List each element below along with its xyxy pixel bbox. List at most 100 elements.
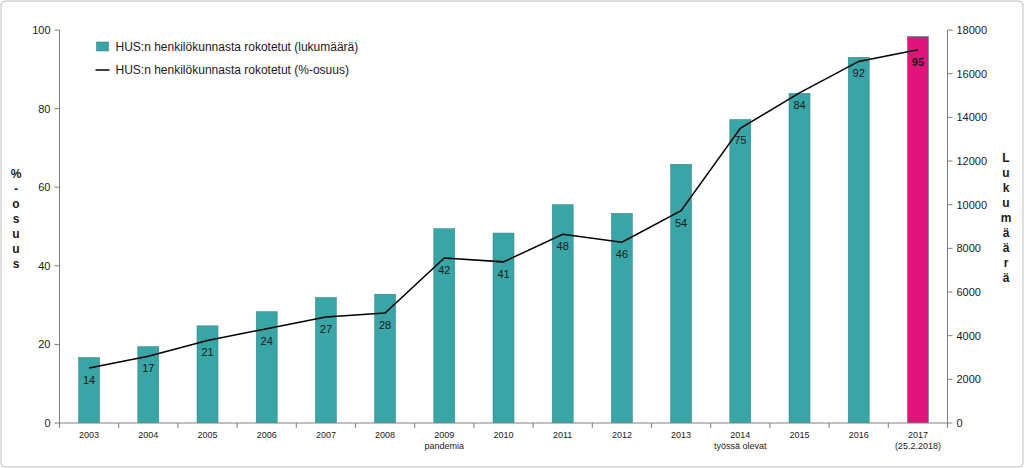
data-label: 14 <box>83 374 95 386</box>
y2-axis-title-char: k <box>1003 181 1010 195</box>
y2-tick-label: 2000 <box>957 373 981 385</box>
x-tick-divider <box>118 423 119 428</box>
y2-tick-label: 4000 <box>957 330 981 342</box>
x-tick-label-line: 2017 <box>908 430 928 440</box>
x-tick-label-line: (25.2.2018) <box>895 441 941 451</box>
x-tick-divider <box>651 423 652 428</box>
x-tick-divider <box>414 423 415 428</box>
y2-tick <box>948 204 953 205</box>
legend-swatch <box>96 69 110 71</box>
x-tick-label-line: 2007 <box>316 430 336 440</box>
y-axis-title-char: s <box>13 212 20 226</box>
x-tick-divider <box>177 423 178 428</box>
x-tick-label-line: 2016 <box>849 430 869 440</box>
x-tick-label: 2015 <box>789 430 809 440</box>
x-tick-label: 2005 <box>197 430 217 440</box>
x-tick-label-line: 2008 <box>375 430 395 440</box>
x-tick-divider <box>592 423 593 428</box>
data-label: 46 <box>616 248 628 260</box>
data-label: 41 <box>497 268 509 280</box>
y2-axis-title-char: m <box>1001 211 1012 225</box>
data-label: 75 <box>734 134 746 146</box>
y-axis <box>59 30 60 423</box>
x-tick-divider <box>769 423 770 428</box>
y2-tick <box>948 379 953 380</box>
x-tick-label-line: 2004 <box>138 430 158 440</box>
x-tick-label-line: 2006 <box>257 430 277 440</box>
y-tick-label: 60 <box>38 181 50 193</box>
y-tick-label: 0 <box>44 417 50 429</box>
legend-label: HUS:n henkilökunnasta rokotetut (lukumää… <box>116 40 359 54</box>
y-tick <box>55 30 60 31</box>
x-tick-label: 2003 <box>79 430 99 440</box>
y2-tick <box>948 335 953 336</box>
x-tick-label-line: 2014 <box>730 430 750 440</box>
y-tick <box>55 108 60 109</box>
x-tick-label-line: 2011 <box>553 430 572 440</box>
data-label: 95 <box>912 56 924 68</box>
data-label: 27 <box>320 323 332 335</box>
x-tick-label-line: 2005 <box>197 430 217 440</box>
y2-axis-title-char: L <box>1002 151 1009 165</box>
data-label: 17 <box>142 362 154 374</box>
plot-area <box>79 37 929 423</box>
y2-axis-title-char: ä <box>1003 241 1010 255</box>
data-label: 54 <box>675 217 687 229</box>
data-label: 42 <box>438 264 450 276</box>
x-tick-label-line: 2013 <box>671 430 691 440</box>
x-tick-label: 2007 <box>316 430 336 440</box>
x-tick-label: 2004 <box>138 430 158 440</box>
y2-tick-label: 0 <box>957 417 963 429</box>
y-tick-label: 100 <box>32 24 50 36</box>
x-tick-divider <box>533 423 534 428</box>
x-tick-divider <box>296 423 297 428</box>
frame <box>1 1 1023 467</box>
y2-tick <box>948 30 953 31</box>
legend: HUS:n henkilökunnasta rokotetut (lukumää… <box>96 40 359 77</box>
y2-axis-title-char: ä <box>1003 271 1010 285</box>
x-tick-divider <box>237 423 238 428</box>
x-tick-label: 2008 <box>375 430 395 440</box>
y2-tick-label: 16000 <box>957 68 988 80</box>
y-tick <box>55 265 60 266</box>
y2-axis-title-char: ä <box>1003 226 1010 240</box>
x-tick-label-line: työssä olevat <box>714 441 767 451</box>
bar <box>611 213 632 423</box>
bar <box>848 57 869 423</box>
x-tick-label: 2013 <box>671 430 691 440</box>
y2-axis-title-char: u <box>1002 196 1009 210</box>
y-tick <box>55 423 60 424</box>
bar <box>730 120 751 423</box>
x-tick-divider <box>829 423 830 428</box>
y2-axis-title: Lukumäärä <box>1001 151 1012 285</box>
y-axis-title: %-osuus <box>11 167 22 271</box>
x-tick-label-line: 2010 <box>493 430 513 440</box>
y2-tick <box>948 423 953 424</box>
x-tick-label-line: 2015 <box>789 430 809 440</box>
x-tick-label: 2014työssä olevat <box>714 430 767 451</box>
y2-tick <box>948 117 953 118</box>
y-axis-title-char: s <box>13 257 20 271</box>
y2-axis-title-char: u <box>1002 166 1009 180</box>
x-tick-label: 2012 <box>612 430 632 440</box>
data-label: 92 <box>853 67 865 79</box>
y-tick-label: 40 <box>38 260 50 272</box>
x-tick-label: 2017(25.2.2018) <box>895 430 941 451</box>
y2-tick <box>948 73 953 74</box>
bar <box>907 37 928 423</box>
y2-tick <box>948 161 953 162</box>
x-tick-divider <box>59 423 60 428</box>
bar <box>789 93 810 423</box>
y-axis-title-char: u <box>12 227 19 241</box>
line <box>89 50 918 368</box>
y2-tick-label: 14000 <box>957 111 988 123</box>
x-tick-divider <box>473 423 474 428</box>
y-tick-label: 20 <box>38 338 50 350</box>
y2-axis <box>947 30 948 423</box>
x-tick-label: 2006 <box>257 430 277 440</box>
chart-svg: 1417212427284241484654758492952003200420… <box>0 0 1024 468</box>
y-tick <box>55 344 60 345</box>
x-tick-label-line: 2012 <box>612 430 632 440</box>
y2-tick-label: 6000 <box>957 286 981 298</box>
x-tick-divider <box>947 423 948 428</box>
